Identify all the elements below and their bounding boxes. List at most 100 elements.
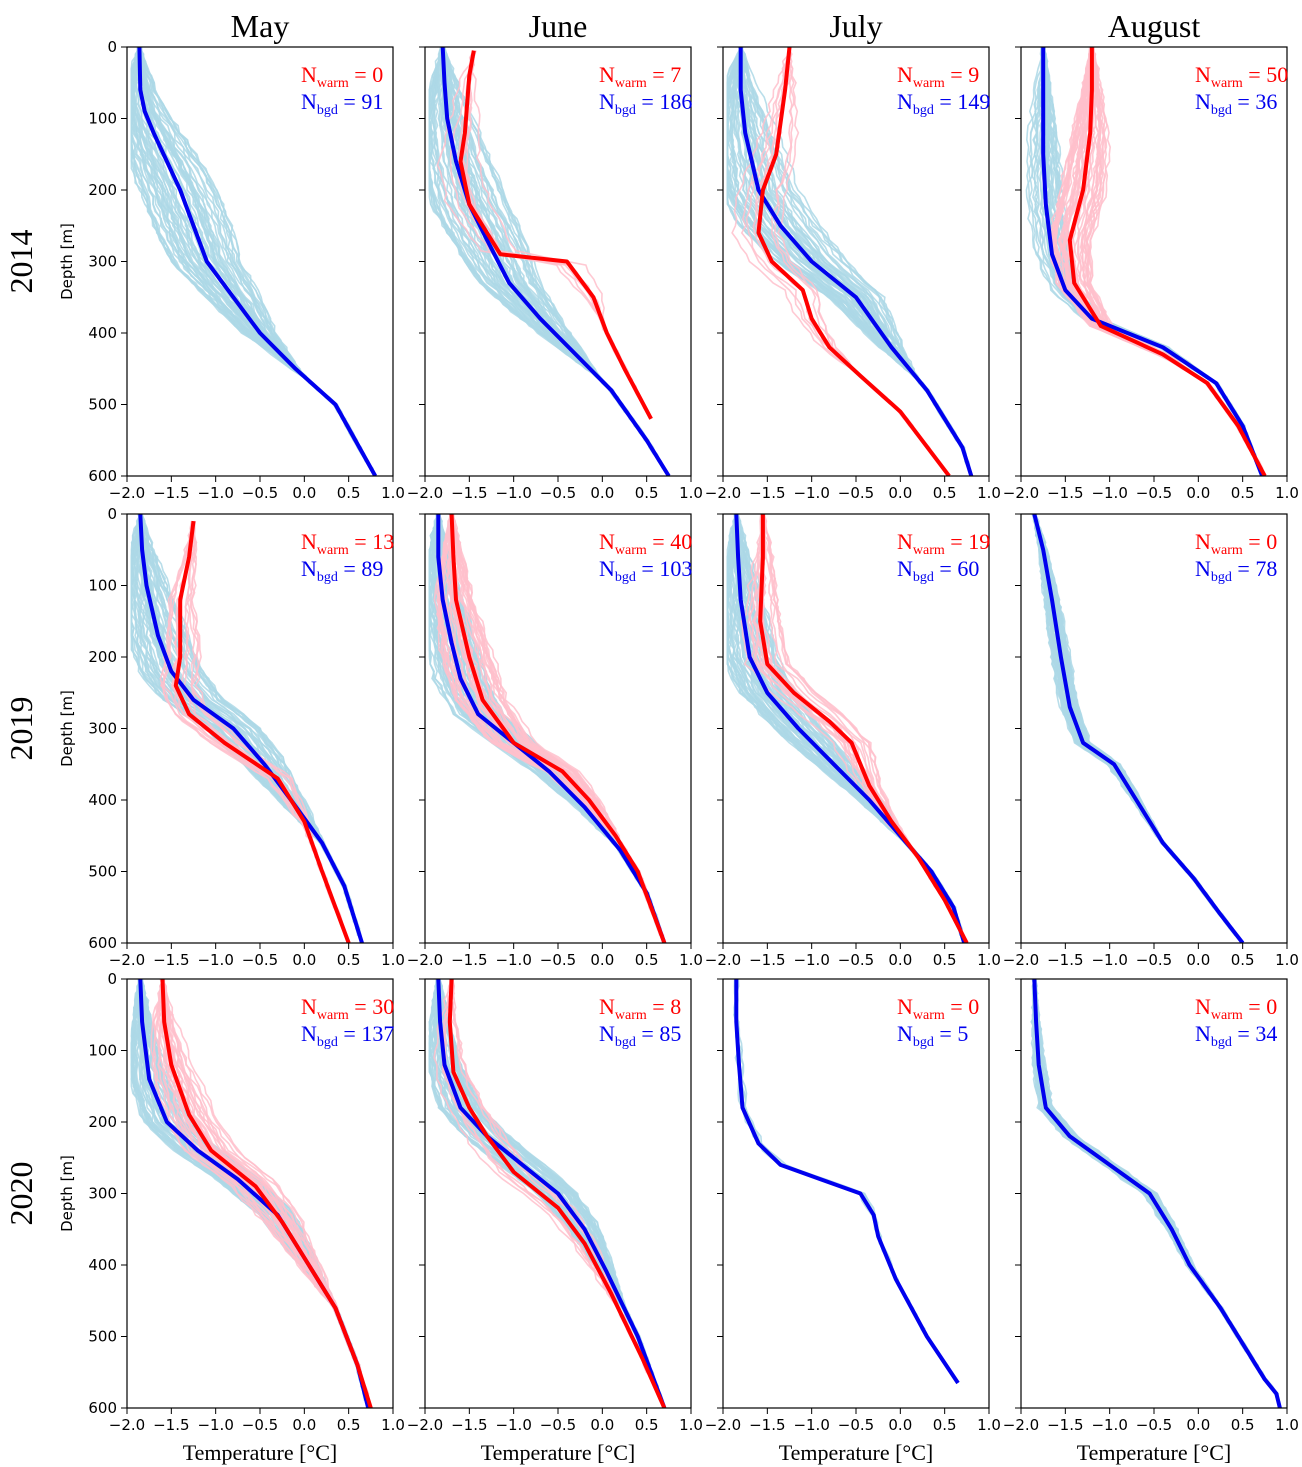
panel-2020-may: 0 100 200 300 400 500 600−2.0 −1.5 −1.0 −0.5 0.0 0.… [88, 970, 405, 1434]
x-tick-label: −1.0 [1091, 1416, 1127, 1434]
bgd-profile-53 [1031, 514, 1217, 908]
bgd-profile-57 [726, 514, 919, 858]
x-tick-label: 0.0 [888, 484, 912, 502]
warm-profile-25 [161, 979, 357, 1359]
x-tick-label: −1.0 [793, 951, 829, 969]
bgd-profile-36 [1033, 514, 1184, 865]
warm-mean-line [160, 979, 373, 1408]
x-tick-label: −2.0 [705, 484, 741, 502]
x-tick-label: −2.0 [109, 484, 145, 502]
bgd-mean-line [436, 979, 667, 1408]
bgd-profile-59 [430, 47, 639, 427]
x-tick-label: 0.5 [337, 484, 361, 502]
y-tick-label: 100 [88, 577, 117, 595]
n-warm-label: Nwarm = 8 [599, 994, 681, 1023]
x-tick-label: −1.0 [197, 951, 233, 969]
y-tick-label: 400 [88, 324, 117, 342]
bgd-mean-line [137, 47, 378, 476]
x-tick-label: 1.0 [1275, 1416, 1299, 1434]
n-warm-value: 0 [1266, 529, 1277, 554]
n-bgd-label: Nbgd = 186 [599, 89, 692, 118]
n-warm-value: 19 [968, 529, 990, 554]
bgd-profile-44 [1033, 514, 1220, 915]
n-warm-value: 30 [372, 994, 394, 1019]
x-tick-label: 1.0 [381, 951, 405, 969]
n-warm-label: Nwarm = 0 [1195, 529, 1277, 558]
x-tick-label: 0.5 [933, 484, 957, 502]
x-tick-label: 0.5 [933, 951, 957, 969]
n-warm-label: Nwarm = 40 [599, 529, 692, 558]
bgd-mean-line [734, 979, 960, 1385]
x-tick-label: −1.0 [495, 1416, 531, 1434]
n-bgd-value: 60 [957, 556, 979, 581]
x-tick-label: −1.5 [451, 1416, 487, 1434]
x-tick-label: −1.0 [197, 484, 233, 502]
panel-2019-july: −2.0 −1.5 −1.0 −0.5 0.0 0.5 1.0 Nwarm = 19Nbgd … [705, 513, 1001, 969]
plot-area [726, 47, 974, 476]
x-tick-label: 0.5 [1231, 484, 1255, 502]
bgd-profile-20 [1033, 514, 1199, 887]
n-bgd-value: 85 [659, 1021, 681, 1046]
n-bgd-label: Nbgd = 149 [897, 89, 990, 118]
x-tick-label: −2.0 [407, 484, 443, 502]
bgd-profile-10 [1034, 514, 1206, 894]
y-tick-label: 600 [88, 467, 117, 485]
x-tick-label: 1.0 [679, 951, 703, 969]
x-tick-label: −0.5 [540, 484, 576, 502]
bgd-profile-28 [739, 47, 934, 398]
x-tick-label: 1.0 [1275, 484, 1299, 502]
x-tick-label: −1.5 [451, 484, 487, 502]
n-bgd-value: 103 [659, 556, 692, 581]
y-tick-label: 300 [88, 1185, 117, 1203]
y-tick-label: 200 [88, 1113, 117, 1131]
n-bgd-value: 36 [1255, 89, 1277, 114]
row-label-2014: 2014 [3, 230, 39, 294]
x-tick-label: −0.5 [540, 951, 576, 969]
x-axis-label: Temperature [°C] [1077, 1440, 1231, 1465]
plot-area [428, 979, 667, 1408]
x-tick-label: 1.0 [381, 1416, 405, 1434]
n-bgd-label: Nbgd = 103 [599, 556, 692, 585]
n-warm-value: 50 [1266, 62, 1288, 87]
column-title-may: May [231, 8, 290, 44]
n-warm-value: 8 [670, 994, 681, 1019]
x-tick-label: 0.0 [292, 484, 316, 502]
x-tick-label: 1.0 [977, 951, 1001, 969]
x-tick-label: −1.0 [1091, 484, 1127, 502]
warm-mean-line [447, 979, 667, 1408]
warm-profile-26 [154, 979, 359, 1366]
plot-area [732, 979, 960, 1385]
x-tick-label: −1.5 [1047, 1416, 1083, 1434]
n-bgd-value: 91 [361, 89, 383, 114]
x-tick-label: 0.0 [1186, 484, 1210, 502]
n-bgd-value: 137 [361, 1021, 394, 1046]
x-tick-label: −1.5 [749, 1416, 785, 1434]
x-tick-label: −1.5 [749, 951, 785, 969]
n-warm-label: Nwarm = 13 [301, 529, 394, 558]
bgd-mean-line [440, 47, 671, 476]
x-tick-label: −0.5 [838, 484, 874, 502]
y-tick-label: 0 [107, 970, 117, 988]
bgd-profile-33 [739, 47, 934, 398]
n-warm-label: Nwarm = 30 [301, 994, 394, 1023]
n-warm-label: Nwarm = 0 [1195, 994, 1277, 1023]
x-tick-label: 0.0 [888, 1416, 912, 1434]
x-tick-label: −0.5 [838, 1416, 874, 1434]
y-tick-label: 0 [107, 505, 117, 523]
warm-profile-12 [161, 979, 343, 1323]
panel-2019-may: 0 100 200 300 400 500 600−2.0 −1.5 −1.0 −0.5 0.0 0.… [88, 505, 405, 969]
plot-area [1031, 514, 1245, 943]
panel-2014-august: −2.0 −1.5 −1.0 −0.5 0.0 0.5 1.0 Nwarm = 50Nbgd … [1003, 46, 1299, 502]
y-tick-label: 600 [88, 1399, 117, 1417]
warm-mean-line [756, 47, 951, 476]
x-tick-label: 0.5 [337, 951, 361, 969]
x-tick-label: 0.0 [1186, 951, 1210, 969]
bgd-profile-47 [440, 47, 643, 434]
column-title-june: June [529, 8, 588, 44]
n-bgd-label: Nbgd = 5 [897, 1021, 968, 1050]
n-warm-value: 0 [1266, 994, 1277, 1019]
x-tick-label: 0.5 [635, 951, 659, 969]
x-tick-label: −2.0 [407, 1416, 443, 1434]
